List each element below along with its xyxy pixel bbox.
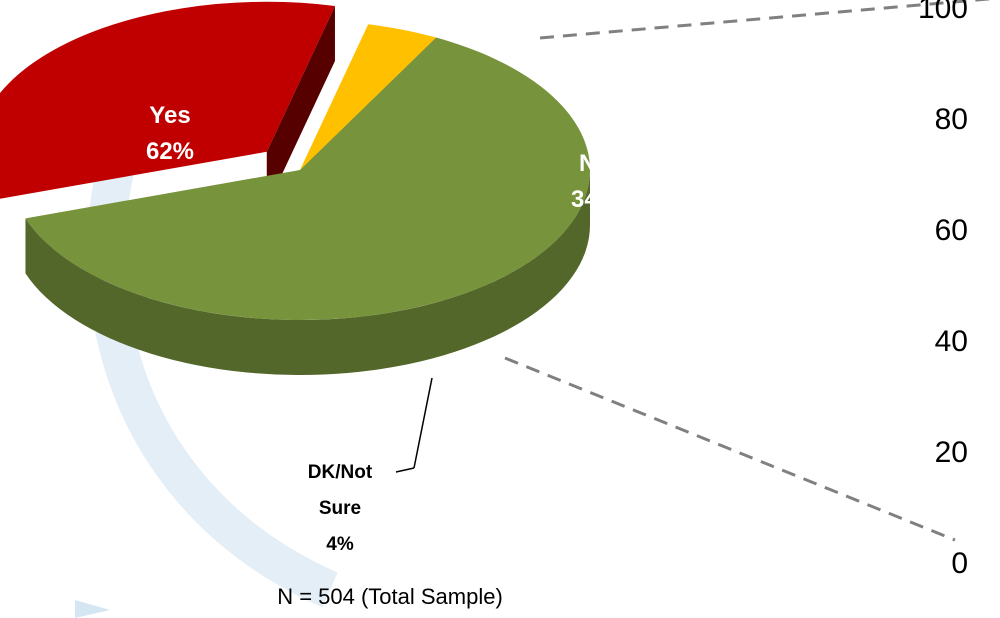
slice-label: No 34% [535,146,655,218]
leader-line [395,467,415,473]
y-tick-label: 60 [935,214,968,247]
slice [0,1,335,199]
connector-line [539,0,995,40]
slice-label: DK/Not Sure 4% [285,455,395,563]
value-label: 62% [145,138,195,165]
category-label: No [579,150,611,177]
y-tick-label: 20 [935,436,968,469]
slice [25,37,590,321]
y-tick-label: 80 [935,103,968,136]
y-tick-label: 40 [935,325,968,358]
connector-line [504,356,956,542]
slice-label: Yes 62% [110,98,230,170]
leader-line [413,377,433,469]
y-tick-label: 0 [951,547,968,580]
slice [300,24,437,170]
note: N = 504 (Total Sample) [277,584,503,609]
slice-side [266,5,335,207]
category-label: Yes [149,102,191,129]
y-tick-label: 100 [918,0,968,25]
watermark-arrow [75,600,110,618]
slice-side [25,170,590,375]
pie [0,1,590,375]
value-label: 4% [326,534,354,555]
category-label: DK/Not Sure [307,462,373,519]
value-label: 34% [570,186,620,213]
